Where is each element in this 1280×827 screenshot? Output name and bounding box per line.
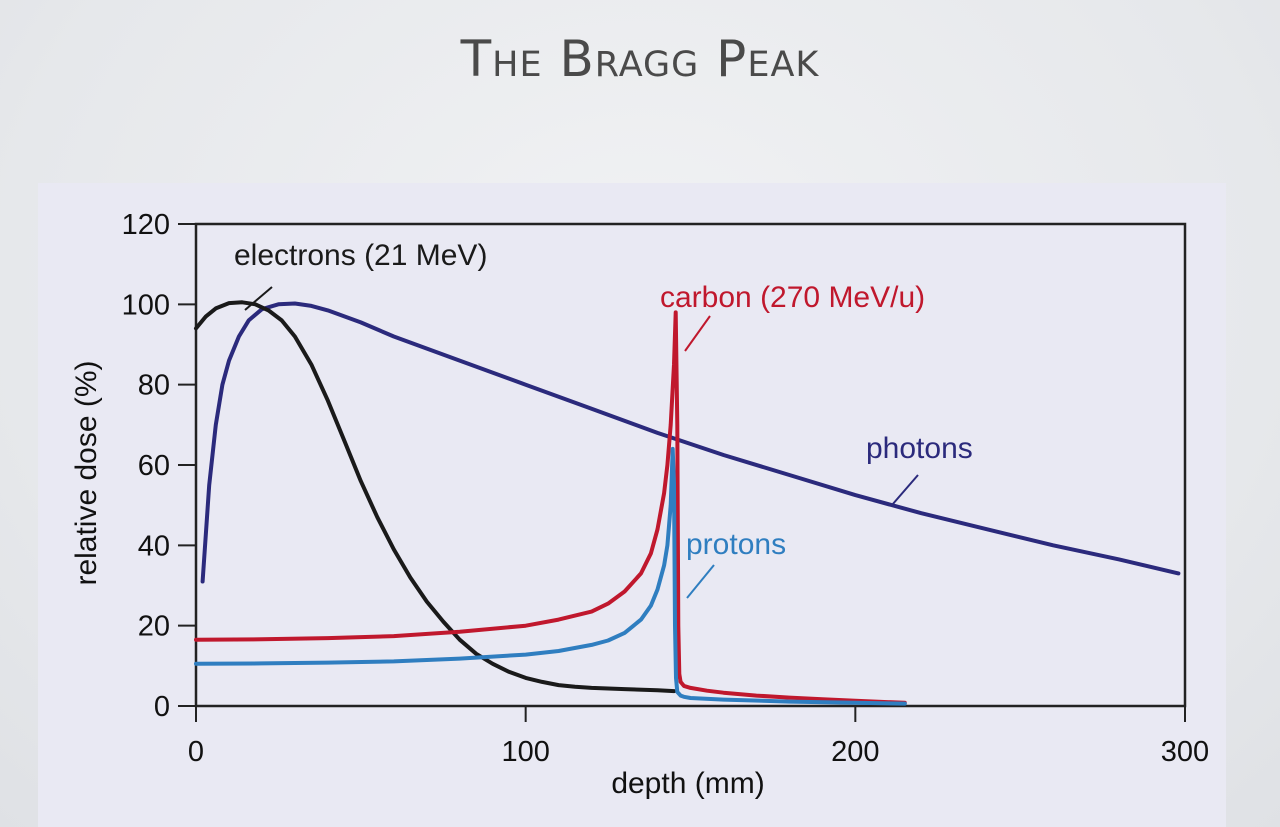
protons-annotation-label: protons bbox=[686, 528, 786, 561]
y-tick-label: 120 bbox=[122, 209, 170, 241]
carbon-series-line bbox=[194, 310, 907, 705]
y-tick-label: 0 bbox=[154, 691, 170, 723]
bragg-peak-chart: 0 20 40 60 80 100 120 0 100 200 300 electrons (21… bbox=[70, 209, 1209, 800]
chart-panel: 0 20 40 60 80 100 120 0 100 200 300 electrons (21… bbox=[38, 183, 1226, 827]
photons-annotation-leader bbox=[891, 474, 919, 506]
photons-annotation-label: photons bbox=[866, 432, 973, 465]
slide-title: The Bragg Peak bbox=[460, 30, 820, 88]
y-axis-title: relative dose (%) bbox=[70, 360, 103, 585]
x-tick-label: 100 bbox=[501, 736, 549, 768]
x-axis-title: depth (mm) bbox=[611, 767, 764, 800]
electrons-annotation-leader bbox=[244, 286, 273, 311]
carbon-annotation-label: carbon (270 MeV/u) bbox=[660, 281, 925, 314]
y-tick-label: 100 bbox=[122, 289, 170, 321]
annotations: electrons (21 MeV) carbon (270 MeV/u) phot… bbox=[234, 239, 973, 599]
x-axis: 0 100 200 300 bbox=[188, 706, 1209, 768]
protons-series-line bbox=[194, 446, 907, 706]
x-tick-label: 0 bbox=[188, 736, 204, 768]
carbon-annotation-leader bbox=[684, 315, 711, 352]
y-tick-label: 80 bbox=[138, 370, 170, 402]
series-lines bbox=[194, 300, 1181, 706]
y-tick-label: 20 bbox=[138, 611, 170, 643]
photons-series-line bbox=[200, 301, 1181, 584]
x-tick-label: 300 bbox=[1161, 736, 1209, 768]
y-tick-label: 40 bbox=[138, 530, 170, 562]
protons-annotation-leader bbox=[686, 564, 715, 599]
y-tick-label: 60 bbox=[138, 450, 170, 482]
y-axis: 0 20 40 60 80 100 120 bbox=[122, 209, 196, 723]
x-tick-label: 200 bbox=[831, 736, 879, 768]
electrons-annotation-label: electrons (21 MeV) bbox=[234, 239, 487, 272]
